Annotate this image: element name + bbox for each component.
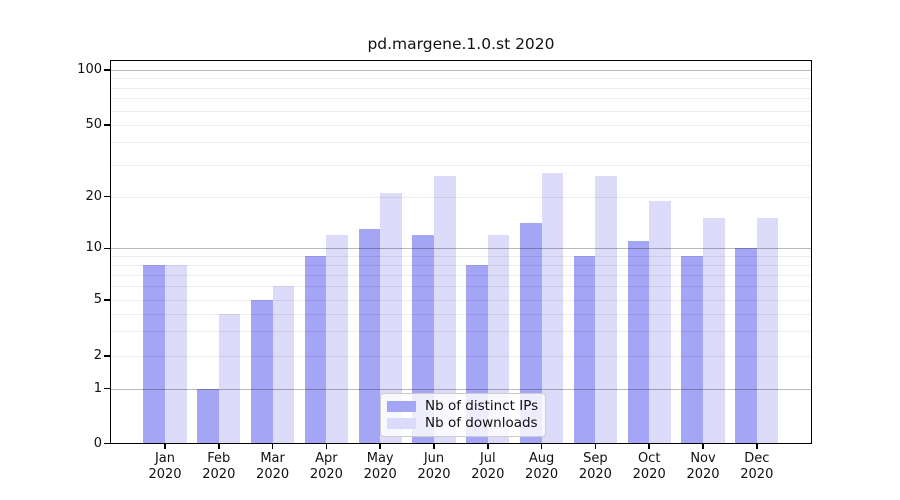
x-tick-label: Jun 2020 [417, 451, 451, 482]
bar-downloads [756, 218, 779, 444]
bar-downloads [541, 173, 564, 444]
y-tick-mark [104, 124, 110, 126]
x-tick-mark [594, 443, 597, 449]
bar-downloads [595, 176, 618, 444]
legend-label-distinct-ips: Nb of distinct IPs [425, 398, 539, 414]
y-tick-label: 0 [93, 435, 102, 451]
gridline [110, 142, 812, 144]
y-tick-mark [104, 247, 110, 250]
gridline [110, 286, 812, 288]
bar-downloads [434, 176, 456, 444]
gridline [110, 98, 812, 100]
gridline [110, 264, 812, 266]
x-tick-mark [756, 443, 758, 449]
gridline [110, 70, 812, 71]
gridline [110, 87, 812, 89]
x-tick-label: Jul 2020 [471, 451, 505, 482]
x-tick-mark [379, 443, 381, 449]
plot-area [110, 60, 812, 444]
bar-distinct-ips [681, 256, 703, 444]
gridline [110, 78, 812, 80]
gridline [110, 125, 812, 126]
gridline [110, 110, 812, 112]
bar-downloads [703, 218, 725, 444]
gridline [110, 248, 812, 250]
gridline [110, 331, 812, 333]
x-tick-mark [648, 443, 650, 449]
y-tick-mark [104, 69, 110, 71]
bar-distinct-ips [358, 228, 381, 444]
y-tick-label: 5 [93, 292, 102, 307]
x-tick-mark [487, 443, 489, 449]
bar-distinct-ips [197, 388, 219, 444]
bar-downloads [272, 286, 295, 444]
gridline [110, 388, 812, 390]
legend-row-downloads: Nb of downloads [387, 415, 538, 431]
y-tick-mark [104, 299, 110, 301]
y-tick-mark [104, 387, 110, 390]
gridline [110, 164, 812, 166]
x-tick-label: Jan 2020 [148, 451, 182, 482]
y-tick-mark [104, 355, 110, 357]
legend-row-distinct-ips: Nb of distinct IPs [387, 398, 539, 414]
x-tick-label: Nov 2020 [686, 451, 720, 482]
bar-downloads [380, 192, 402, 444]
bar-downloads [649, 200, 671, 444]
y-tick-mark [104, 442, 110, 445]
gridline [110, 313, 812, 315]
bar-distinct-ips [412, 234, 434, 444]
bar-distinct-ips [304, 256, 327, 444]
x-tick-label: May 2020 [363, 451, 397, 482]
x-tick-label: Oct 2020 [632, 451, 666, 482]
bar-downloads [326, 234, 349, 444]
y-tick-label: 10 [85, 240, 102, 256]
y-tick-label: 100 [77, 62, 102, 77]
x-tick-mark [433, 443, 435, 449]
bar-downloads [218, 313, 241, 444]
bar-distinct-ips [627, 241, 650, 444]
bar-downloads [487, 234, 510, 444]
gridline [110, 256, 812, 258]
legend-swatch-distinct-ips-icon [387, 400, 416, 412]
bar-distinct-ips [143, 264, 165, 444]
x-tick-mark [540, 443, 543, 449]
chart-title: pd.margene.1.0.st 2020 [367, 35, 555, 53]
x-tick-label: Dec 2020 [740, 451, 774, 482]
x-tick-mark [702, 443, 704, 449]
legend: Nb of distinct IPs Nb of downloads [380, 392, 546, 437]
x-tick-mark [218, 443, 220, 449]
legend-label-downloads: Nb of downloads [425, 415, 538, 431]
y-tick-mark [104, 195, 110, 198]
bar-distinct-ips [519, 223, 542, 444]
gridline [110, 356, 812, 357]
x-tick-mark [164, 443, 166, 449]
x-tick-label: Mar 2020 [256, 451, 290, 482]
y-tick-label: 2 [93, 348, 102, 363]
gridline [110, 300, 812, 301]
y-tick-label: 1 [93, 380, 102, 396]
y-tick-label: 20 [85, 188, 102, 204]
bar-downloads [165, 264, 187, 444]
gridline [110, 196, 812, 198]
x-tick-label: Feb 2020 [202, 451, 236, 482]
y-tick-label: 50 [85, 117, 102, 132]
bar-distinct-ips [735, 248, 757, 444]
x-tick-label: Sep 2020 [578, 451, 612, 482]
x-tick-mark [325, 443, 328, 449]
x-tick-label: Apr 2020 [309, 451, 343, 482]
bar-distinct-ips [573, 256, 596, 444]
x-tick-label: Aug 2020 [525, 451, 559, 482]
legend-swatch-downloads-icon [387, 417, 416, 429]
gridline [110, 274, 812, 276]
x-tick-mark [271, 443, 274, 449]
bar-distinct-ips [250, 300, 273, 444]
